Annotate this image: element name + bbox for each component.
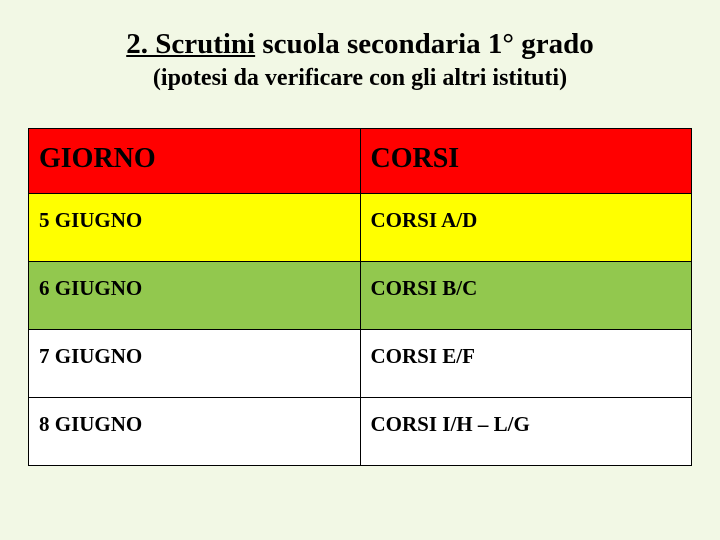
table-row: 8 GIUGNOCORSI I/H – L/G [29,398,692,466]
schedule-table: GIORNO CORSI 5 GIUGNOCORSI A/D6 GIUGNOCO… [28,128,692,466]
cell-course: CORSI A/D [360,194,692,262]
page-subtitle: (ipotesi da verificare con gli altri ist… [28,65,692,92]
cell-day: 6 GIUGNO [29,262,361,330]
cell-course: CORSI E/F [360,330,692,398]
cell-day: 8 GIUGNO [29,398,361,466]
title-prefix: 2. Scrutini [126,28,255,60]
cell-course: CORSI B/C [360,262,692,330]
table-row: 6 GIUGNOCORSI B/C [29,262,692,330]
cell-day: 5 GIUGNO [29,194,361,262]
header-giorno: GIORNO [29,129,361,194]
header-corsi: CORSI [360,129,692,194]
table-header-row: GIORNO CORSI [29,129,692,194]
table-row: 7 GIUGNOCORSI E/F [29,330,692,398]
cell-day: 7 GIUGNO [29,330,361,398]
title-rest: scuola secondaria 1° grado [255,28,594,60]
table-row: 5 GIUGNOCORSI A/D [29,194,692,262]
cell-course: CORSI I/H – L/G [360,398,692,466]
page-title: 2. Scrutini scuola secondaria 1° grado [28,28,692,61]
